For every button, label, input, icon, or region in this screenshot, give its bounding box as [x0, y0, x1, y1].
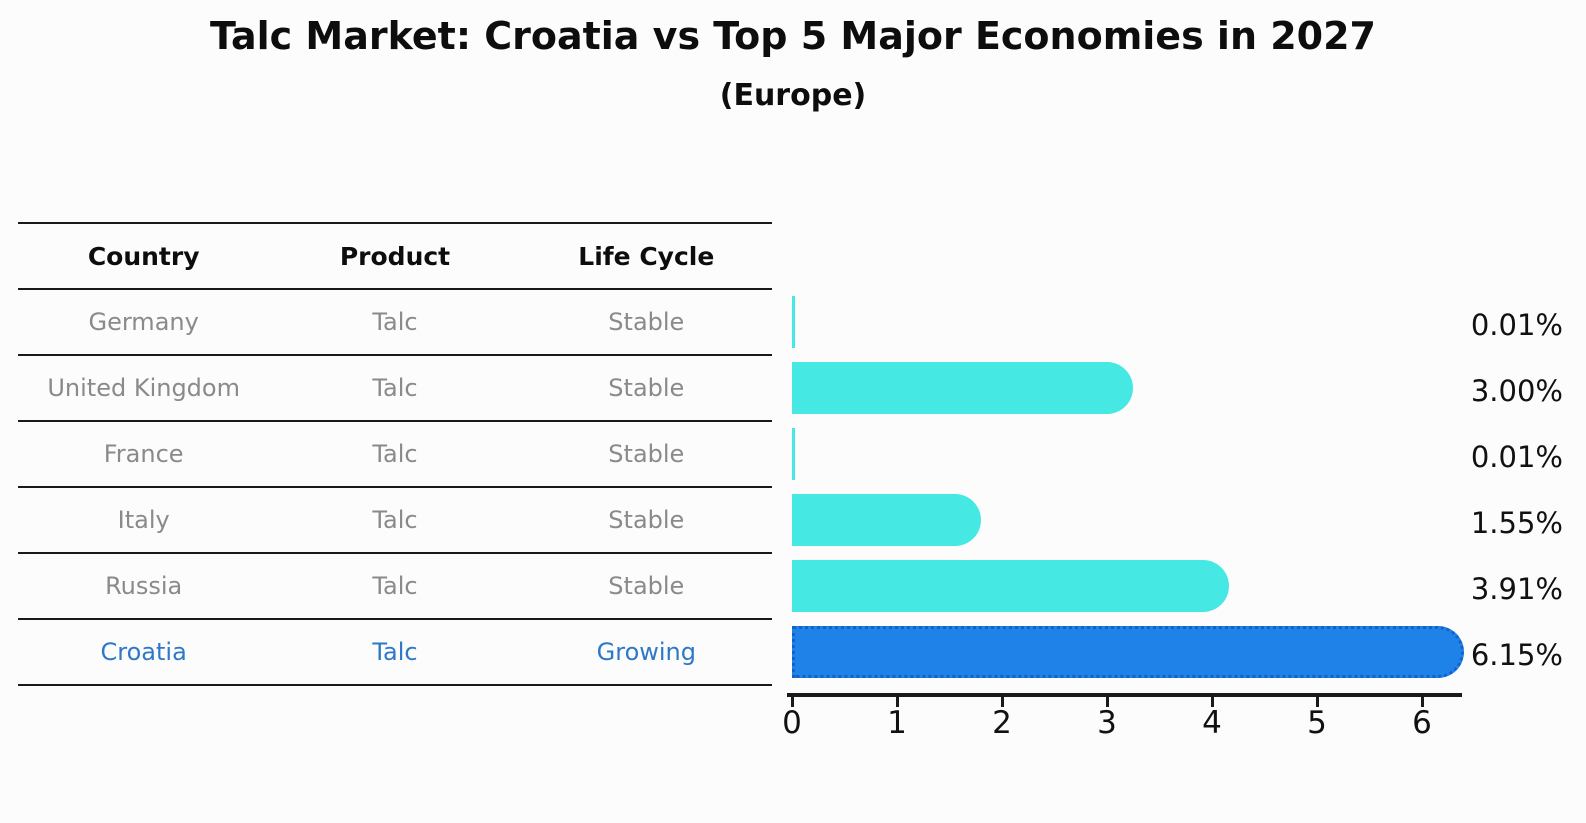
table-row-france: France Talc Stable — [18, 420, 772, 486]
value-label-france: 0.01% — [1470, 440, 1563, 474]
cell-country: Italy — [117, 506, 170, 534]
cell-product: Talc — [372, 572, 418, 600]
x-tick-label: 4 — [1202, 705, 1222, 741]
chart-title: Talc Market: Croatia vs Top 5 Major Econ… — [209, 14, 1376, 58]
value-label-croatia: 6.15% — [1470, 638, 1563, 672]
value-label-united-kingdom: 3.00% — [1470, 374, 1563, 408]
value-label-russia: 3.91% — [1470, 572, 1563, 606]
cell-product: Talc — [372, 638, 418, 666]
value-label-germany: 0.01% — [1470, 308, 1563, 342]
cell-country: United Kingdom — [47, 374, 240, 402]
x-tick-label: 2 — [992, 705, 1012, 741]
x-tick — [895, 697, 899, 707]
header-product: Product — [339, 241, 451, 271]
cell-country: France — [103, 440, 184, 468]
table-header-row: Country Product Life Cycle — [18, 222, 772, 288]
chart-subtitle: (Europe) — [719, 78, 867, 113]
table-row-russia: Russia Talc Stable — [18, 552, 772, 618]
x-tick-label: 0 — [782, 705, 802, 741]
cell-product: Talc — [372, 308, 418, 336]
bar-germany — [792, 296, 795, 348]
country-table: Country Product Life Cycle Germany Talc … — [18, 222, 772, 686]
cell-life-cycle: Stable — [608, 374, 685, 402]
x-tick — [790, 697, 794, 707]
bar-france — [792, 428, 795, 480]
cell-country: Germany — [88, 308, 199, 336]
cell-life-cycle: Stable — [608, 506, 685, 534]
cell-life-cycle: Stable — [608, 308, 685, 336]
cell-life-cycle: Growing — [596, 638, 696, 666]
x-tick — [1315, 697, 1319, 707]
x-tick-label: 5 — [1307, 705, 1327, 741]
header-life-cycle: Life Cycle — [578, 241, 715, 271]
bar-croatia — [792, 626, 1464, 678]
table-row-germany: Germany Talc Stable — [18, 288, 772, 354]
x-tick-label: 3 — [1097, 705, 1117, 741]
x-tick — [1000, 697, 1004, 707]
bar-italy — [792, 494, 981, 546]
bar-russia — [792, 560, 1229, 612]
x-axis-line — [787, 693, 1462, 697]
cell-product: Talc — [372, 506, 418, 534]
value-label-italy: 1.55% — [1470, 506, 1563, 540]
x-tick — [1105, 697, 1109, 707]
cell-life-cycle: Stable — [608, 440, 685, 468]
cell-product: Talc — [372, 440, 418, 468]
x-tick — [1420, 697, 1424, 707]
cell-country: Croatia — [100, 638, 187, 666]
x-tick-label: 6 — [1412, 705, 1432, 741]
cell-country: Russia — [105, 572, 183, 600]
header-country: Country — [87, 241, 200, 271]
bar-united-kingdom — [792, 362, 1133, 414]
x-tick — [1210, 697, 1214, 707]
x-tick-label: 1 — [887, 705, 907, 741]
cell-life-cycle: Stable — [608, 572, 685, 600]
table-row-croatia: Croatia Talc Growing — [18, 618, 772, 684]
table-row-italy: Italy Talc Stable — [18, 486, 772, 552]
table-row-united-kingdom: United Kingdom Talc Stable — [18, 354, 772, 420]
cell-product: Talc — [372, 374, 418, 402]
